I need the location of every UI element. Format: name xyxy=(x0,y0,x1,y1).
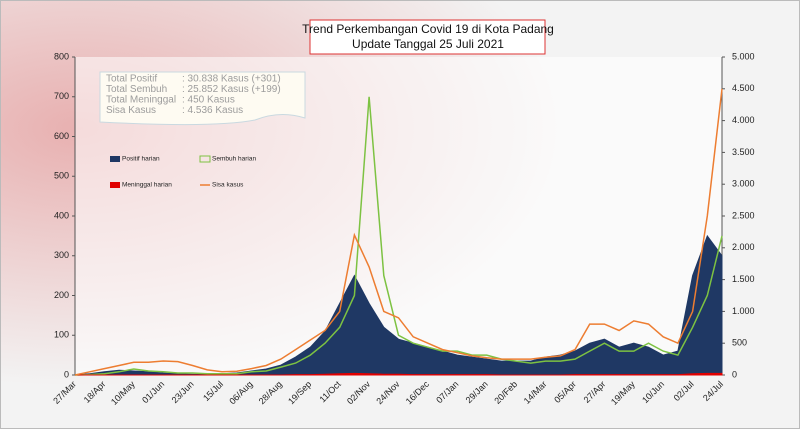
y-tick-label: 0 xyxy=(64,369,69,379)
subtitle: Update Tanggal 25 Juli 2021 xyxy=(352,37,504,51)
legend-swatch xyxy=(110,156,120,162)
y-tick-label: 700 xyxy=(54,91,69,101)
line xyxy=(74,96,723,376)
y2-tick-label: 500 xyxy=(732,338,747,348)
line xyxy=(74,88,723,376)
legend-label: Positif harian xyxy=(122,156,160,163)
legend-swatch xyxy=(110,182,120,188)
area xyxy=(75,372,723,376)
y2-tick-label: 4.000 xyxy=(732,115,755,125)
y-tick-label: 500 xyxy=(54,171,69,181)
y-tick-label: 200 xyxy=(54,290,69,300)
plot-area xyxy=(75,57,722,375)
legend-label: Meninggal harian xyxy=(122,182,172,189)
y2-tick-label: 3.500 xyxy=(732,147,755,157)
y2-tick-label: 0 xyxy=(732,369,737,379)
legend-label: Sembuh harian xyxy=(212,156,256,163)
y-tick-label: 100 xyxy=(54,330,69,340)
legend-label: Sisa kasus xyxy=(212,182,244,189)
y2-tick-label: 5.000 xyxy=(732,51,755,61)
legend-swatch xyxy=(199,155,211,163)
y2-tick-label: 2.000 xyxy=(732,242,755,252)
y2-tick-label: 4.500 xyxy=(732,83,755,93)
y2-tick-label: 2.500 xyxy=(732,210,755,220)
y-tick-label: 800 xyxy=(54,51,69,61)
title: Trend Perkembangan Covid 19 di Kota Pada… xyxy=(302,22,554,36)
y2-tick-label: 3.000 xyxy=(732,179,755,189)
y-tick-label: 400 xyxy=(54,210,69,220)
y2-tick-label: 1.500 xyxy=(732,274,755,284)
y-tick-label: 300 xyxy=(54,250,69,260)
y2-tick-label: 1.000 xyxy=(732,306,755,316)
title-box xyxy=(309,19,546,55)
y-tick-label: 600 xyxy=(54,131,69,141)
